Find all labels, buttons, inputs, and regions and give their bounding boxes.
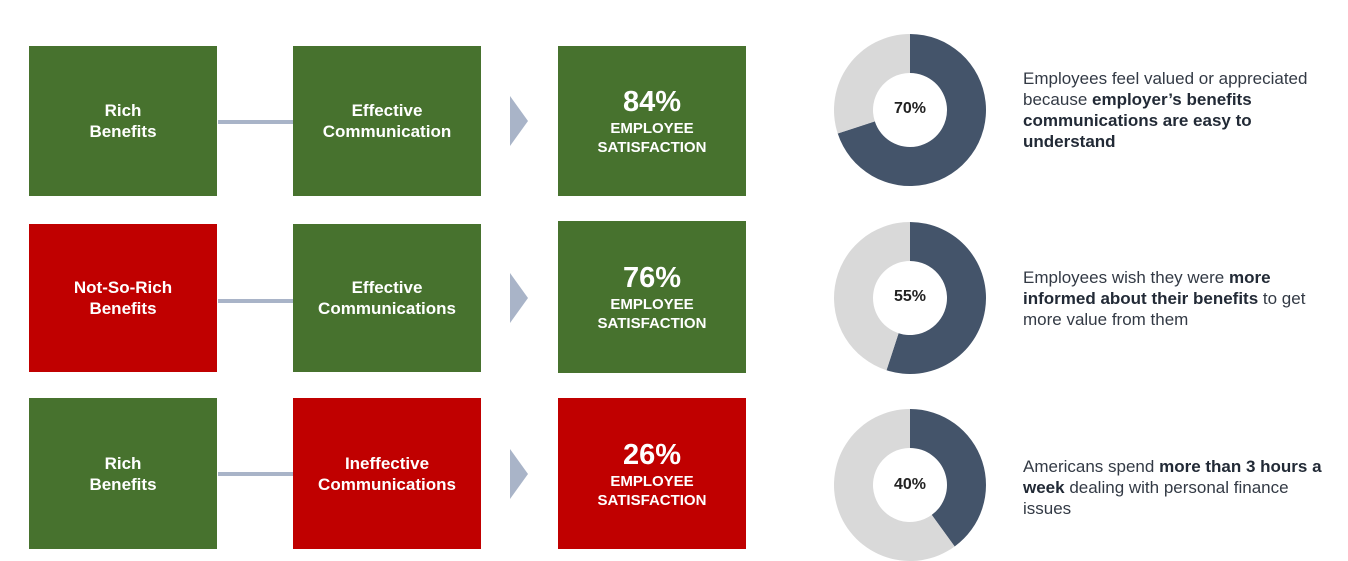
emphasis-text: employer’s benefits communications are e… (1023, 90, 1252, 151)
donut-slice-value (886, 222, 986, 374)
result-line: SATISFACTION (597, 315, 707, 332)
communication-label: Ineffective (344, 453, 430, 473)
satisfaction-pct: 26% (622, 438, 682, 471)
benefits-box-2: Not-So-Rich Benefits (29, 224, 217, 372)
donut-chart-3 (834, 409, 986, 561)
stat-description-1: Employees feel valued or appreciated bec… (1023, 68, 1338, 152)
donut-slice-rest (834, 222, 910, 371)
donut-slice-value (910, 409, 986, 547)
communication-label: Communications (318, 474, 456, 494)
benefits-box-1: Rich Benefits (29, 46, 217, 196)
communication-box-3: Ineffective Communications (293, 398, 481, 549)
result-line: EMPLOYEE (610, 120, 694, 137)
donut-label: 40% (893, 476, 927, 493)
description-text: Americans spend (1023, 457, 1160, 476)
donut-label: 70% (893, 100, 927, 117)
communication-box-2: Effective Communications (293, 224, 481, 372)
result-line: SATISFACTION (597, 139, 707, 156)
connector-line (218, 472, 293, 476)
donut-slice-rest (834, 409, 955, 561)
description-text: Employees wish they were (1023, 268, 1229, 287)
result-box-2: 76% EMPLOYEE SATISFACTION (558, 221, 746, 373)
communication-label: Communication (322, 122, 452, 141)
description-text: Employees feel valued or appreciated bec… (1023, 69, 1308, 109)
description-text: dealing with personal finance issues (1023, 478, 1289, 518)
communication-label: Communications (318, 299, 456, 318)
communication-label: Effective (351, 101, 423, 120)
chevron-right-icon (510, 273, 528, 323)
satisfaction-pct: 84% (622, 86, 682, 118)
benefits-label: Rich (104, 453, 142, 473)
chevron-right-icon (510, 449, 528, 499)
benefits-label: Benefits (89, 299, 157, 318)
connector-line (218, 299, 293, 303)
description-text: to get more value from them (1023, 289, 1306, 329)
benefits-box-3: Rich Benefits (29, 398, 217, 549)
stat-description-2: Employees wish they were more informed a… (1023, 267, 1338, 330)
result-line: SATISFACTION (597, 491, 707, 509)
benefits-label: Rich (104, 101, 142, 120)
donut-chart-2 (834, 222, 986, 374)
donut-slice-value (837, 34, 986, 186)
chevron-right-icon (510, 96, 528, 146)
donut-slice-rest (834, 34, 910, 134)
stat-description-3: Americans spend more than 3 hours a week… (1023, 456, 1338, 519)
result-box-1: 84% EMPLOYEE SATISFACTION (558, 46, 746, 196)
result-line: EMPLOYEE (610, 472, 694, 490)
benefits-label: Benefits (89, 122, 157, 141)
communication-label: Effective (351, 278, 423, 297)
benefits-label: Not-So-Rich (73, 278, 173, 297)
donut-chart-1 (834, 34, 986, 186)
emphasis-text: more informed about their benefits (1023, 268, 1271, 308)
connector-line (218, 120, 293, 124)
result-box-3: 26% EMPLOYEE SATISFACTION (558, 398, 746, 549)
emphasis-text: more than 3 hours a week (1023, 457, 1322, 497)
satisfaction-pct: 76% (622, 262, 682, 294)
donut-label: 55% (893, 288, 927, 305)
communication-box-1: Effective Communication (293, 46, 481, 196)
benefits-label: Benefits (89, 474, 157, 494)
result-line: EMPLOYEE (610, 296, 694, 313)
